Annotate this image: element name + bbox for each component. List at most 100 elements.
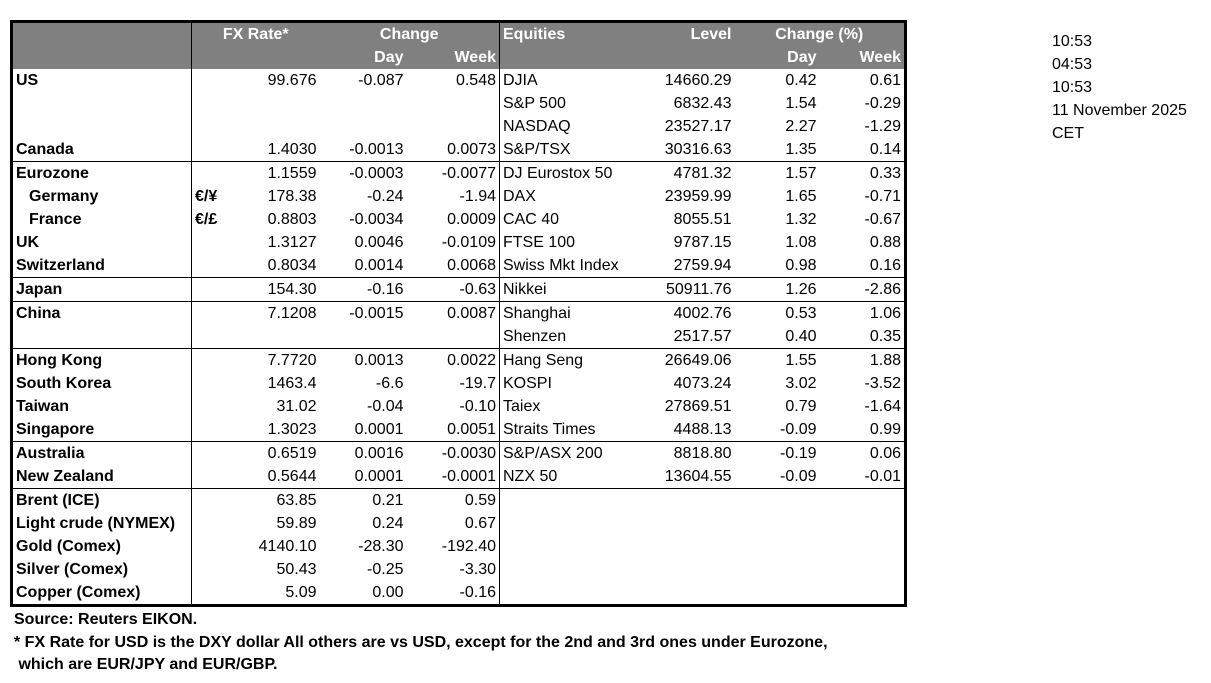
fx-week-change: 0.0051 (406, 418, 500, 442)
row-label (11, 325, 192, 349)
date: 11 November 2025 (1052, 102, 1187, 119)
equity-week-change: -1.64 (864, 398, 901, 415)
equity-name: Shenzen (499, 325, 625, 349)
row-label: Brent (ICE) (11, 488, 192, 512)
fx-rate: 0.6519 (267, 445, 317, 462)
row-label: France (11, 208, 192, 231)
fx-rate: 99.676 (267, 72, 317, 89)
fx-week-change: 0.0022 (406, 348, 500, 372)
equity-level (625, 581, 735, 606)
equity-level: 26649.06 (664, 352, 732, 369)
row-label: Japan (11, 277, 192, 302)
fx-rate: 7.7720 (267, 352, 317, 369)
equity-day-change: 2.27 (785, 118, 817, 135)
equity-day-change: 0.42 (785, 72, 817, 89)
source-note: Source: Reuters EIKON. (14, 611, 198, 628)
equity-name: S&P 500 (503, 95, 566, 112)
row-label: Copper (Comex) (11, 581, 192, 606)
fx-rate: 59.89 (276, 515, 317, 532)
equity-level: 13604.55 (624, 465, 735, 489)
table-row: Hong Kong 7.7720 0.0013 0.0022 Hang Seng 2664… (11, 348, 906, 372)
fx-day-change: 0.0046 (354, 234, 404, 251)
header-fx-week: Week (406, 46, 500, 69)
fx-week-change (406, 92, 500, 115)
equity-week-change (820, 512, 906, 535)
fx-rate: 1.3127 (267, 234, 317, 251)
fx-day-change: 0.0001 (319, 418, 407, 442)
equity-level: 4781.32 (673, 165, 732, 182)
row-label: US (11, 69, 192, 92)
equity-day-change: 1.57 (785, 165, 817, 182)
time-3: 10:53 (1052, 79, 1093, 96)
currency-pair (192, 69, 247, 92)
equity-level: 4002.76 (673, 305, 732, 322)
row-label: Taiwan (11, 395, 192, 418)
fx-rate: 178.38 (267, 188, 317, 205)
equity-name: FTSE 100 (503, 234, 576, 251)
equity-level: 14660.29 (664, 72, 732, 89)
equity-name: Shanghai (503, 305, 571, 322)
table-row: Japan 154.30 -0.16 -0.63 Nikkei 50911.76 1.26-… (11, 277, 906, 302)
row-label: Light crude (NYMEX) (11, 512, 192, 535)
header-eq-day: Day (734, 46, 820, 69)
row-label: Silver (Comex) (11, 558, 192, 581)
equity-level: 23527.17 (664, 118, 732, 135)
time-2: 04:53 (1052, 56, 1093, 73)
equity-week-change: 0.16 (819, 254, 906, 278)
currency-pair (192, 115, 247, 138)
row-label: New Zealand (11, 465, 192, 489)
equity-day-change: 1.32 (785, 211, 817, 228)
fx-week-change: 0.0073 (406, 138, 500, 162)
row-label: South Korea (11, 372, 192, 395)
equity-name: Straits Times (499, 418, 625, 442)
footnote-2: which are EUR/JPY and EUR/GBP. (14, 656, 278, 673)
equity-name: DAX (503, 188, 536, 205)
footnote-1: * FX Rate for USD is the DXY dollar All … (14, 634, 828, 651)
equity-day-change: 0.98 (734, 254, 820, 278)
currency-pair (192, 372, 247, 395)
header-blank (499, 46, 625, 69)
row-label (11, 92, 192, 115)
currency-pair (192, 581, 247, 606)
equity-day-change: -0.09 (734, 465, 820, 489)
row-label: Germany (11, 185, 192, 208)
header-blank (624, 46, 735, 69)
currency-pair (192, 395, 247, 418)
equity-name: Hang Seng (503, 352, 584, 369)
equity-day-change (735, 512, 820, 535)
table-row: New Zealand 0.5644 0.0001 -0.0001 NZX 50 1360… (11, 465, 906, 489)
currency-pair (191, 465, 247, 489)
fx-rate: 0.5644 (246, 465, 320, 489)
equity-week-change: -0.71 (864, 188, 901, 205)
equity-day-change: 1.26 (734, 277, 820, 302)
equity-week-change: -0.67 (864, 211, 901, 228)
table-row: Brent (ICE) 63.85 0.21 0.59 (11, 488, 906, 513)
fx-week-change: -0.0030 (406, 441, 500, 465)
equity-day-change: 1.54 (785, 95, 817, 112)
fx-week-change: -0.63 (406, 277, 500, 302)
equity-week-change: 0.33 (869, 165, 901, 182)
equity-week-change: 0.06 (869, 445, 901, 462)
equity-day-change: -0.19 (780, 445, 817, 462)
equity-name (500, 489, 625, 513)
equity-week-change: 0.88 (869, 234, 901, 251)
table-row: Taiwan 31.02 -0.04 -0.10 Taiex 27869.51 0.79 -1… (11, 395, 906, 418)
row-label: Gold (Comex) (11, 535, 192, 558)
header-change: Change (319, 21, 500, 46)
currency-pair: €/¥ (195, 188, 218, 205)
fx-day-change: -0.16 (319, 277, 407, 302)
fx-rate: 1.1559 (267, 165, 317, 182)
fx-day-change: 0.0001 (319, 465, 407, 489)
equity-name: Taiex (503, 398, 541, 415)
equity-level: 27869.51 (664, 398, 732, 415)
header-eq-week: Week (819, 46, 906, 69)
fx-day-change: -0.0015 (349, 305, 404, 322)
table-row: France €/£ 0.8803 -0.0034 0.0009 CAC 40 8055.5… (11, 208, 906, 231)
row-label: Canada (11, 138, 192, 162)
equity-name (500, 558, 625, 581)
table-row: S&P 500 6832.43 1.54 -0.29 (11, 92, 906, 115)
equity-name: DJ Eurostox 50 (503, 165, 613, 182)
fx-week-change: 0.0009 (406, 208, 500, 231)
fx-week-change: 0.0087 (406, 301, 500, 325)
equity-week-change: -0.29 (864, 95, 901, 112)
